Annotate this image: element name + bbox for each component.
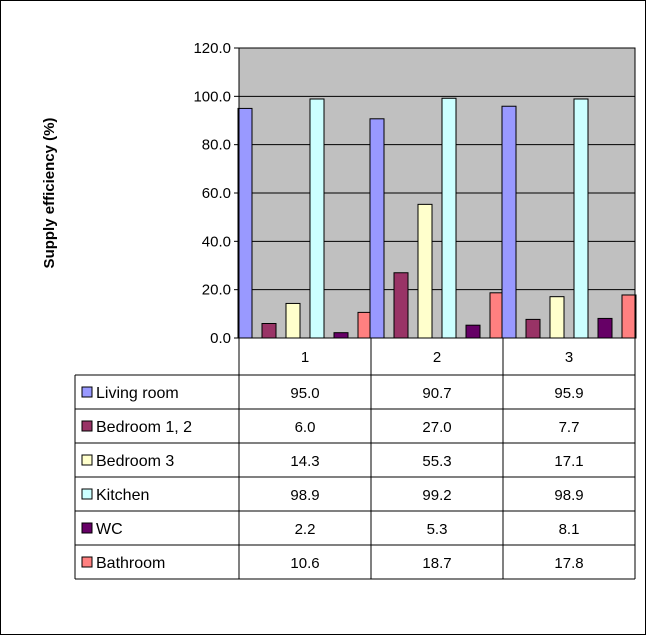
bar-wc-1 <box>333 332 349 339</box>
y-tick-label: 40.0 <box>202 233 231 250</box>
bars <box>237 97 637 339</box>
bar-living-room-3 <box>501 105 517 339</box>
data-label: 17.1 <box>554 453 583 470</box>
y-axis: 0.0 20.0 40.0 60.0 80.0 100.0 120.0 <box>193 40 239 347</box>
legend-label: Bedroom 1, 2 <box>96 419 192 436</box>
bar-living-room-2 <box>369 118 385 339</box>
data-label: 99.2 <box>422 487 451 504</box>
y-tick-label: 120.0 <box>193 40 231 57</box>
data-label: 98.9 <box>554 487 583 504</box>
data-label: 5.3 <box>427 521 448 538</box>
data-label: 55.3 <box>422 453 451 470</box>
bar-living-room-1 <box>237 107 253 339</box>
data-label: 27.0 <box>422 419 451 436</box>
data-table: 1 2 3 Living room 95.0 90.7 95.9 Bedroom 1, 2 6.… <box>74 338 636 580</box>
data-label: 7.7 <box>559 419 580 436</box>
y-axis-label: Supply efficiency (%) <box>41 118 58 269</box>
bar-kitchen-2 <box>441 97 457 339</box>
data-label: 17.8 <box>554 555 583 572</box>
bar-bedroom-1-2-1 <box>261 323 277 339</box>
bar-bedroom-3-3 <box>549 296 565 339</box>
bar-bedroom-3-1 <box>285 302 301 339</box>
data-label: 6.0 <box>295 419 316 436</box>
data-label: 8.1 <box>559 521 580 538</box>
y-tick-label: 0.0 <box>210 330 231 347</box>
data-label: 2.2 <box>295 521 316 538</box>
gridlines <box>239 95 635 291</box>
legend-label: WC <box>96 521 123 538</box>
legend-swatch <box>81 386 93 398</box>
data-label: 98.9 <box>290 487 319 504</box>
x-tick-label: 3 <box>565 349 573 366</box>
legend-swatch <box>81 420 93 432</box>
data-label: 18.7 <box>422 555 451 572</box>
bar-kitchen-1 <box>309 98 325 339</box>
x-tick-label: 1 <box>301 349 309 366</box>
data-label: 95.9 <box>554 385 583 402</box>
y-tick-label: 20.0 <box>202 282 231 299</box>
data-label: 90.7 <box>422 385 451 402</box>
y-tick-label: 80.0 <box>202 137 231 154</box>
y-tick-label: 60.0 <box>202 185 231 202</box>
data-label: 14.3 <box>290 453 319 470</box>
legend-label: Bedroom 3 <box>96 453 174 470</box>
y-tick-label: 100.0 <box>193 88 231 105</box>
legend-label: Living room <box>96 385 179 402</box>
bar-bedroom-1-2-2 <box>393 272 409 339</box>
legend-swatch <box>81 488 93 500</box>
bar-wc-2 <box>465 324 481 339</box>
bar-bedroom-3-2 <box>417 203 433 339</box>
bar-wc-3 <box>597 317 613 339</box>
legend-label: Kitchen <box>96 487 149 504</box>
x-tick-label: 2 <box>433 349 441 366</box>
data-label: 95.0 <box>290 385 319 402</box>
bar-bedroom-1-2-3 <box>525 318 541 339</box>
legend-swatch <box>81 522 93 534</box>
bar-kitchen-3 <box>573 98 589 339</box>
legend-swatch <box>81 454 93 466</box>
data-label: 10.6 <box>290 555 319 572</box>
bar-bathroom-3 <box>621 294 637 339</box>
legend-label: Bathroom <box>96 555 165 572</box>
legend-swatch <box>81 556 93 568</box>
